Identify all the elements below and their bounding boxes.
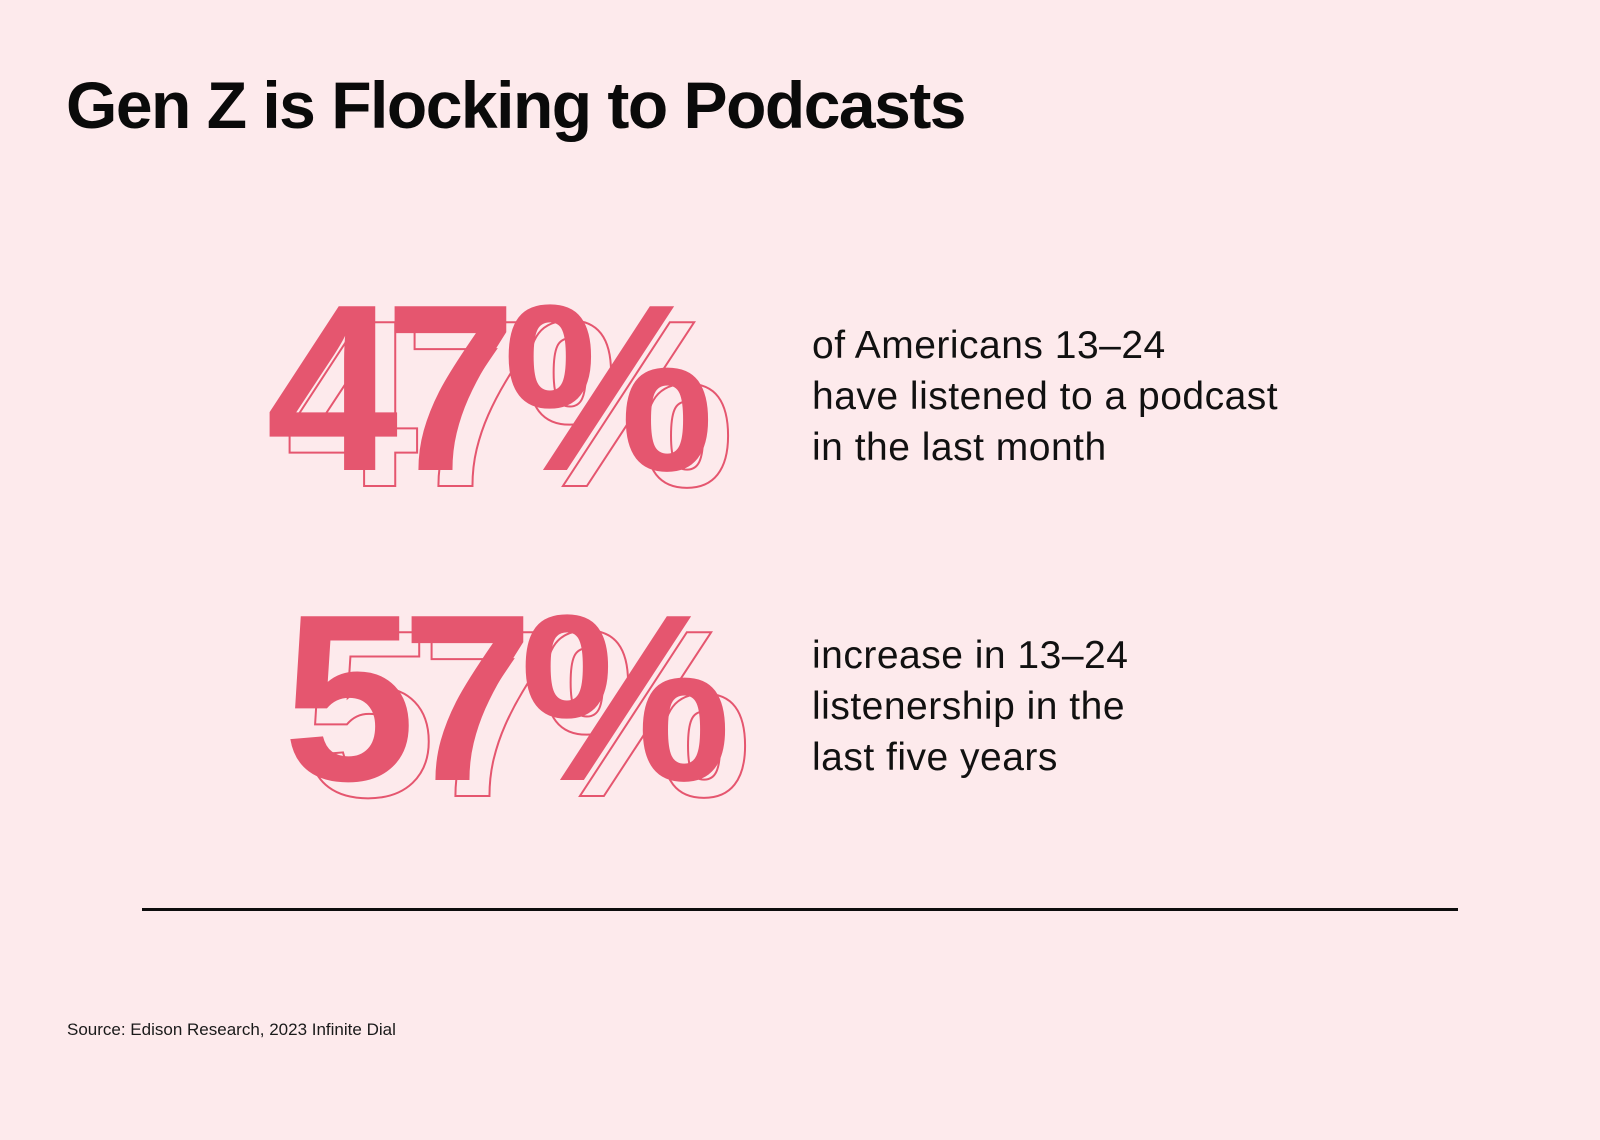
stat-description-line: in the last month <box>812 426 1107 469</box>
stat-description: increase in 13–24 listenership in the la… <box>812 630 1128 783</box>
stat-value-shadow: 57% <box>302 582 752 847</box>
stat-value-shadow: 47% <box>285 272 735 537</box>
page-title: Gen Z is Flocking to Podcasts <box>66 68 967 142</box>
divider-line <box>142 908 1458 911</box>
stat-value: 47% <box>266 256 714 521</box>
stat-description-line: increase in 13–24 <box>812 634 1129 677</box>
stat-value: 57% <box>283 566 731 831</box>
stat-description-line: of Americans 13–24 <box>812 324 1166 367</box>
stat-description-line: have listened to a podcast <box>812 375 1279 418</box>
stat-description-line: last five years <box>812 736 1058 779</box>
stat-description: of Americans 13–24 have listened to a po… <box>812 320 1278 473</box>
stat-description-line: listenership in the <box>812 685 1126 728</box>
source-note: Source: Edison Research, 2023 Infinite D… <box>67 1020 396 1039</box>
